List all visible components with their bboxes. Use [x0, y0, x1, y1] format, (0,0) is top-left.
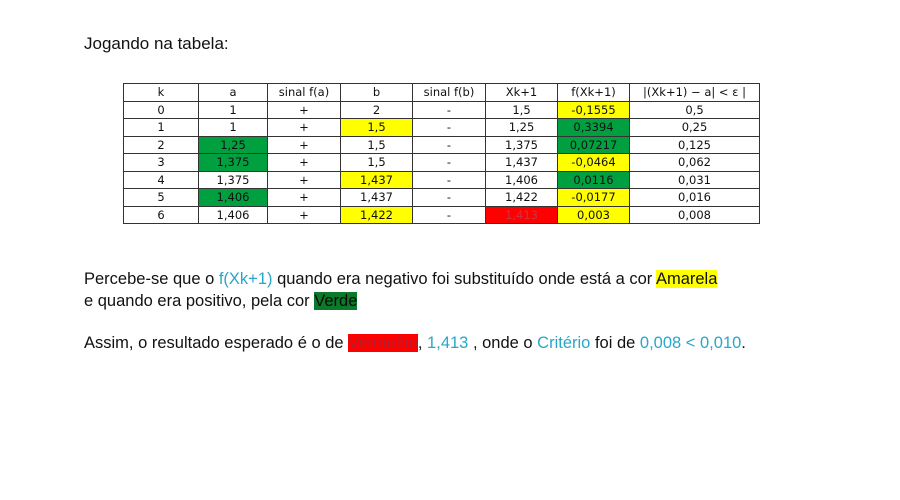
text: quando era negativo foi substituído onde…: [272, 270, 656, 288]
cell: 1,406: [198, 205, 268, 224]
table-row: 6 1,406 + 1,422 - 1,413 0,003 0,008: [123, 205, 760, 224]
cell: 1: [123, 118, 199, 137]
cell: +: [267, 153, 341, 172]
cell: 1,5: [340, 135, 413, 154]
cell: -: [412, 170, 486, 189]
page-heading: Jogando na tabela:: [84, 34, 229, 53]
cell: 6: [123, 205, 199, 224]
cell: 0,25: [629, 118, 760, 137]
cell-yellow: 1,437: [340, 170, 413, 189]
header-sign-fb: sinal f(b): [412, 83, 486, 102]
header-criterion: |(Xk+1) − a| < ε |: [629, 83, 760, 102]
cell: 0,5: [629, 100, 760, 119]
cell: -: [412, 118, 486, 137]
yellow-label: Amarela: [655, 270, 718, 288]
cell: 1: [198, 100, 268, 119]
header-fxk1: f(Xk+1): [557, 83, 630, 102]
explanation-paragraph: Percebe-se que o f(Xk+1) quando era nega…: [84, 268, 718, 312]
cell-yellow: -0,0177: [557, 188, 630, 207]
cell: +: [267, 135, 341, 154]
table-row: 4 1,375 + 1,437 - 1,406 0,0116 0,031: [123, 170, 760, 189]
cell-green: 0,3394: [557, 118, 630, 137]
cell: +: [267, 118, 341, 137]
criterion-word: Critério: [537, 334, 591, 352]
header-xk1: Xk+1: [485, 83, 558, 102]
cell: 1,375: [198, 170, 268, 189]
cell: +: [267, 205, 341, 224]
cell-green: 0,0116: [557, 170, 630, 189]
cell-yellow: -0,1555: [557, 100, 630, 119]
cell: 4: [123, 170, 199, 189]
cell: 0: [123, 100, 199, 119]
text: foi de: [590, 334, 640, 352]
cell-yellow: 0,003: [557, 205, 630, 224]
cell: 2: [340, 100, 413, 119]
cell: 3: [123, 153, 199, 172]
cell: -: [412, 135, 486, 154]
green-label: Verde: [314, 292, 358, 310]
criterion-comparison: 0,008 < 0,010: [639, 334, 742, 352]
text: e quando era positivo, pela cor: [84, 292, 315, 310]
text: .: [741, 334, 746, 352]
cell: 0,125: [629, 135, 760, 154]
header-k: k: [123, 83, 199, 102]
cell: -: [412, 205, 486, 224]
cell: +: [267, 188, 341, 207]
cell: 5: [123, 188, 199, 207]
cell: +: [267, 170, 341, 189]
header-b: b: [340, 83, 413, 102]
cell: 1,25: [485, 118, 558, 137]
table-row: 5 1,406 + 1,437 - 1,422 -0,0177 0,016: [123, 188, 760, 207]
table-row: 1 1 + 1,5 - 1,25 0,3394 0,25: [123, 118, 760, 137]
cell: 1,437: [340, 188, 413, 207]
header-a: a: [198, 83, 268, 102]
cell-green: 1,375: [198, 153, 268, 172]
cell-green: 0,07217: [557, 135, 630, 154]
table-header-row: k a sinal f(a) b sinal f(b) Xk+1 f(Xk+1)…: [123, 83, 760, 102]
cell-yellow: -0,0464: [557, 153, 630, 172]
cell: 0,008: [629, 205, 760, 224]
cell: 0,031: [629, 170, 760, 189]
text: , onde o: [472, 334, 538, 352]
result-paragraph: Assim, o resultado esperado é o de Verme…: [84, 332, 746, 354]
table-row: 0 1 + 2 - 1,5 -0,1555 0,5: [123, 100, 760, 119]
cell-green: 1,406: [198, 188, 268, 207]
cell-yellow: 1,422: [340, 205, 413, 224]
cell: +: [267, 100, 341, 119]
cell: 0,016: [629, 188, 760, 207]
cell: 1,5: [340, 153, 413, 172]
cell-green: 1,25: [198, 135, 268, 154]
cell: 2: [123, 135, 199, 154]
bisection-table: k a sinal f(a) b sinal f(b) Xk+1 f(Xk+1)…: [123, 83, 760, 224]
table-row: 3 1,375 + 1,5 - 1,437 -0,0464 0,062: [123, 153, 760, 172]
cell: -: [412, 188, 486, 207]
fx-term: f(Xk+1): [218, 270, 273, 288]
cell: 1: [198, 118, 268, 137]
cell: 1,5: [485, 100, 558, 119]
cell: -: [412, 153, 486, 172]
text: ,: [417, 334, 423, 352]
cell: -: [412, 100, 486, 119]
cell-red-result: 1,413: [485, 205, 558, 224]
header-sign-fa: sinal f(a): [267, 83, 341, 102]
cell-yellow: 1,5: [340, 118, 413, 137]
cell: 1,422: [485, 188, 558, 207]
cell: 1,375: [485, 135, 558, 154]
red-label: Vermelho: [348, 334, 418, 352]
result-value: 1,413: [422, 334, 473, 352]
text: Assim, o resultado esperado é o de: [84, 334, 349, 352]
cell: 0,062: [629, 153, 760, 172]
cell: 1,406: [485, 170, 558, 189]
cell: 1,437: [485, 153, 558, 172]
text: Percebe-se que o: [84, 270, 219, 288]
table-row: 2 1,25 + 1,5 - 1,375 0,07217 0,125: [123, 135, 760, 154]
